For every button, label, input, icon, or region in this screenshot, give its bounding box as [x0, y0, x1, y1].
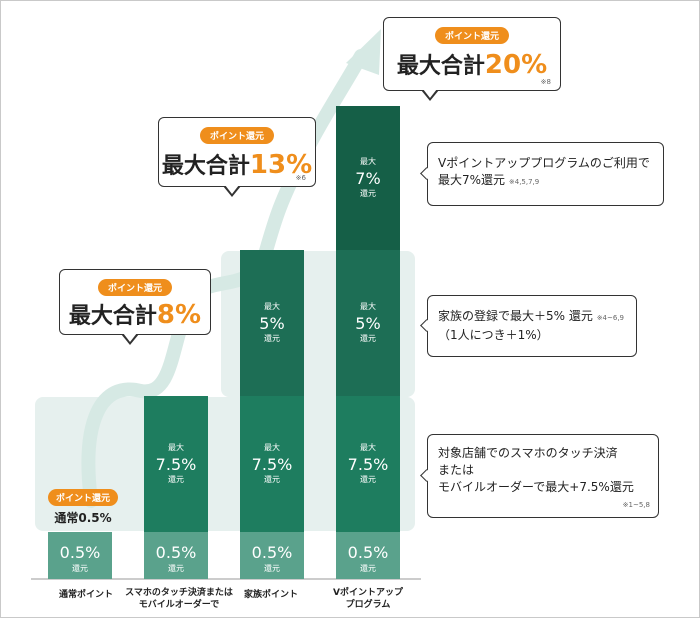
bar-base-3	[336, 532, 400, 579]
total-bubble-8: ポイント還元 最大合計8%	[59, 269, 211, 335]
max-label-touch-3: 最大	[360, 442, 376, 452]
return-label-vup-3: 還元	[360, 188, 376, 198]
note-20: ※8	[540, 78, 551, 86]
value-label-touch-1: 7.5%	[156, 455, 197, 474]
total-prefix-8: 最大合計	[68, 304, 157, 329]
callout-touch-line1: 対象店舗でのスマホのタッチ決済	[438, 446, 618, 460]
callout-family-note: ※4~6,9	[596, 314, 625, 322]
callout-vup: Vポイントアッププログラムのご利用で 最大7%還元 ※4,5,7,9	[427, 142, 664, 206]
return-label-family-3: 還元	[360, 333, 376, 343]
bar-base-1	[144, 532, 208, 579]
x-label-normal: 通常ポイント	[58, 590, 113, 600]
value-label-base-1: 0.5%	[156, 543, 197, 562]
callout-family-line1: 家族の登録で最大＋5% 還元	[438, 309, 593, 323]
value-label-base-2: 0.5%	[252, 543, 293, 562]
badge-normal: ポイント還元	[47, 489, 118, 506]
bar-touch-3	[336, 396, 400, 532]
return-label-touch-1: 還元	[168, 474, 184, 484]
value-label-vup-3: 7%	[355, 169, 380, 188]
max-label-family-3: 最大	[360, 301, 376, 311]
max-label-touch-1: 最大	[168, 442, 184, 452]
callout-family: 家族の登録で最大＋5% 還元 ※4~6,9 （1人につき＋1%）	[427, 295, 637, 357]
badge-8: ポイント還元	[97, 279, 173, 296]
callout-family-line2: （1人につき＋1%）	[438, 328, 549, 342]
total-value-13: 13%	[249, 150, 313, 180]
growth-arrow-head	[346, 29, 381, 75]
value-label-family-2: 5%	[259, 314, 284, 333]
badge-20: ポイント還元	[434, 27, 510, 44]
bar-base-2	[240, 532, 304, 579]
callout-touch-line2: または	[438, 463, 475, 477]
max-label-vup-3: 最大	[360, 156, 376, 166]
note-13: ※6	[295, 174, 306, 182]
bar-touch-2	[240, 396, 304, 532]
max-label-family-2: 最大	[264, 301, 280, 311]
return-label-family-2: 還元	[264, 333, 280, 343]
callout-vup-line1: Vポイントアッププログラムのご利用で	[438, 156, 650, 170]
max-label-touch-2: 最大	[264, 442, 280, 452]
x-label-vup: Vポイントアップ プログラム	[333, 588, 403, 610]
return-label-base-3: 還元	[360, 563, 376, 573]
total-prefix-13: 最大合計	[161, 154, 250, 179]
total-label-normal: ポイント還元 通常0.5%	[43, 486, 123, 526]
callout-touch-note: ※1~5,8	[622, 501, 650, 509]
return-label-base-2: 還元	[264, 563, 280, 573]
return-label-touch-3: 還元	[360, 474, 376, 484]
x-label-family: 家族ポイント	[243, 590, 298, 600]
callout-touch-line3: モバイルオーダーで最大+7.5%還元	[438, 480, 634, 494]
callout-vup-note: ※4,5,7,9	[508, 178, 540, 186]
total-bubble-20: ポイント還元 最大合計20% ※8	[383, 17, 561, 91]
band-touch	[35, 397, 415, 531]
bar-family-3	[336, 250, 400, 396]
total-value-8: 8%	[156, 300, 202, 330]
callout-vup-line2: 最大7%還元	[438, 173, 506, 187]
bar-base-0	[48, 532, 112, 579]
bar-touch-1	[144, 396, 208, 532]
value-label-base-3: 0.5%	[348, 543, 389, 562]
total-prefix-normal: 通常	[54, 511, 79, 525]
value-label-touch-3: 7.5%	[348, 455, 389, 474]
return-label-touch-2: 還元	[264, 474, 280, 484]
bar-family-2	[240, 250, 304, 396]
total-value-normal: 0.5%	[78, 511, 112, 525]
total-value-20: 20%	[484, 50, 548, 80]
return-label-base-1: 還元	[168, 563, 184, 573]
callout-touch: 対象店舗でのスマホのタッチ決済 または モバイルオーダーで最大+7.5%還元 ※…	[427, 434, 659, 518]
total-prefix-20: 最大合計	[396, 54, 485, 79]
value-label-touch-2: 7.5%	[252, 455, 293, 474]
badge-13: ポイント還元	[199, 127, 275, 144]
total-bubble-13: ポイント還元 最大合計13% ※6	[158, 117, 316, 187]
bar-vup-3	[336, 106, 400, 250]
return-label-base-0: 還元	[72, 563, 88, 573]
value-label-base-0: 0.5%	[60, 543, 101, 562]
value-label-family-3: 5%	[355, 314, 380, 333]
x-label-touch: スマホのタッチ決済または モバイルオーダーで	[125, 588, 233, 610]
